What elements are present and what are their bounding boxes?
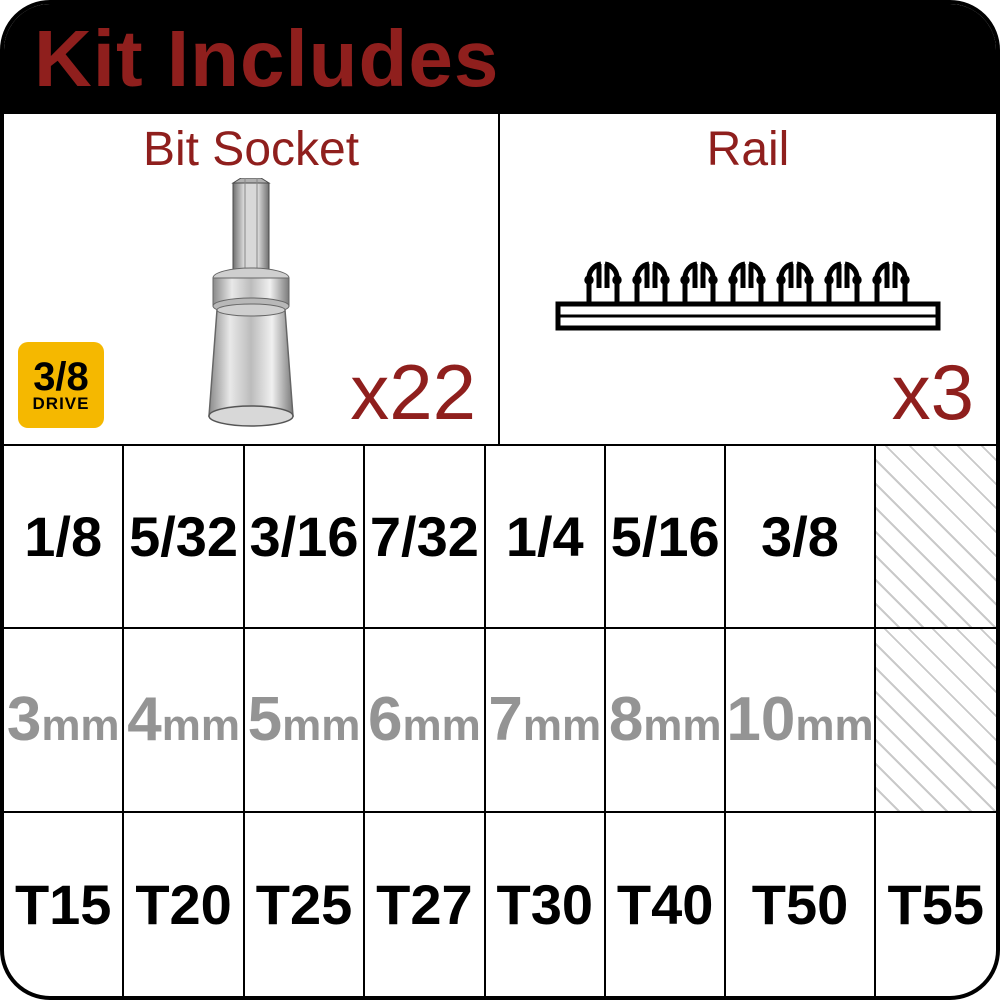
size-cell: 10mm: [726, 629, 875, 812]
size-value: 5mm: [248, 684, 361, 755]
size-cell: T50: [726, 813, 875, 996]
size-value: 1/8: [24, 504, 102, 569]
header-band: Kit Includes: [4, 4, 996, 114]
size-cell: 3mm: [4, 629, 124, 812]
size-table: 1/8 5/323/167/32 1/4 5/16 3/8 3mm4mm5mm6mm7mm…: [4, 444, 996, 996]
size-value: T55: [888, 872, 985, 937]
size-cell: 5/32: [124, 446, 244, 629]
size-value: 4mm: [127, 684, 240, 755]
size-value: T25: [256, 872, 353, 937]
size-cell: T27: [365, 813, 485, 996]
size-cell: 3/16: [245, 446, 365, 629]
size-cell: 5/16: [606, 446, 726, 629]
size-value: T30: [497, 872, 594, 937]
size-value: 10mm: [726, 684, 873, 755]
size-value: T15: [15, 872, 112, 937]
size-cell: 5mm: [245, 629, 365, 812]
bit-socket-icon: [181, 178, 321, 428]
size-cell: 8mm: [606, 629, 726, 812]
size-value: 1/4: [506, 504, 584, 569]
size-value: 7mm: [488, 684, 601, 755]
size-cell: [876, 629, 996, 812]
size-cell: T55: [876, 813, 996, 996]
bit-socket-panel: Bit Socket: [4, 114, 500, 444]
size-cell: 7/32: [365, 446, 485, 629]
drive-badge: 3/8 DRIVE: [18, 342, 104, 428]
drive-word: DRIVE: [33, 396, 90, 412]
size-cell: 6mm: [365, 629, 485, 812]
size-cell: [876, 446, 996, 629]
size-value: 8mm: [609, 684, 722, 755]
rail-panel: Rail (function(){ const g = document.cur…: [500, 114, 996, 444]
size-cell: 1/4: [486, 446, 606, 629]
size-cell: T20: [124, 813, 244, 996]
size-cell: T25: [245, 813, 365, 996]
size-cell: 1/8: [4, 446, 124, 629]
size-value: T27: [376, 872, 473, 937]
size-value: T50: [752, 872, 849, 937]
size-cell: 3/8: [726, 446, 875, 629]
size-value: T20: [135, 872, 232, 937]
size-value: 7/32: [370, 504, 479, 569]
size-value: T40: [617, 872, 714, 937]
size-cell: T30: [486, 813, 606, 996]
size-cell: 7mm: [486, 629, 606, 812]
size-value: 5/16: [611, 504, 720, 569]
kit-card: Kit Includes Bit Socket: [0, 0, 1000, 1000]
rail-label: Rail: [500, 122, 996, 177]
size-value: 6mm: [368, 684, 481, 755]
size-cell: T15: [4, 813, 124, 996]
size-value: 3/16: [249, 504, 358, 569]
size-value: 3mm: [7, 684, 120, 755]
rail-icon: [548, 244, 948, 344]
size-cell: T40: [606, 813, 726, 996]
size-value: 3/8: [761, 504, 839, 569]
bit-socket-label: Bit Socket: [4, 122, 498, 177]
bit-socket-count: x22: [350, 347, 476, 438]
size-cell: 4mm: [124, 629, 244, 812]
header-title: Kit Includes: [34, 13, 499, 105]
size-value: 5/32: [129, 504, 238, 569]
top-panels: Bit Socket: [4, 114, 996, 444]
drive-fraction: 3/8: [33, 358, 89, 396]
rail-count: x3: [892, 347, 974, 438]
